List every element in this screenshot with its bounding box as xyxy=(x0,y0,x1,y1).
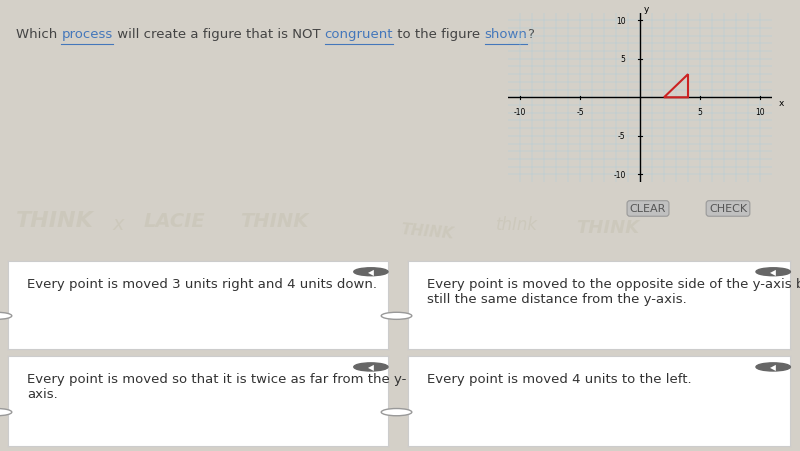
Text: -10: -10 xyxy=(514,108,526,117)
Text: thInk: thInk xyxy=(496,216,538,233)
Text: THINK: THINK xyxy=(16,211,94,231)
Text: THINK: THINK xyxy=(400,221,454,241)
Text: 10: 10 xyxy=(755,108,765,117)
Text: ?: ? xyxy=(527,28,534,41)
Text: -5: -5 xyxy=(618,132,626,141)
Circle shape xyxy=(382,313,412,320)
Text: x: x xyxy=(112,215,123,234)
Text: -10: -10 xyxy=(614,170,626,179)
Text: Every point is moved 4 units to the left.: Every point is moved 4 units to the left… xyxy=(427,373,692,386)
Circle shape xyxy=(354,268,388,276)
Circle shape xyxy=(756,268,790,276)
Text: ◀: ◀ xyxy=(770,267,776,276)
Circle shape xyxy=(0,313,12,320)
Text: CLEAR: CLEAR xyxy=(630,204,666,214)
Text: Which: Which xyxy=(16,28,62,41)
Text: x: x xyxy=(779,99,784,108)
Circle shape xyxy=(354,363,388,371)
Text: Every point is moved to the opposite side of the y-axis but
still the same dista: Every point is moved to the opposite sid… xyxy=(427,277,800,305)
Circle shape xyxy=(756,363,790,371)
Text: will create a figure that is NOT: will create a figure that is NOT xyxy=(113,28,325,41)
Text: -5: -5 xyxy=(576,108,584,117)
Circle shape xyxy=(0,409,12,416)
Text: LACIE: LACIE xyxy=(144,212,206,230)
Text: THINK: THINK xyxy=(240,212,308,230)
Text: shown: shown xyxy=(485,28,527,41)
Text: 10: 10 xyxy=(616,17,626,26)
Circle shape xyxy=(382,409,412,416)
Text: Every point is moved 3 units right and 4 units down.: Every point is moved 3 units right and 4… xyxy=(27,277,377,290)
Text: y: y xyxy=(643,5,649,14)
Text: ◀: ◀ xyxy=(770,363,776,372)
Text: Every point is moved so that it is twice as far from the y-
axis.: Every point is moved so that it is twice… xyxy=(27,373,406,400)
Text: congruent: congruent xyxy=(325,28,393,41)
Text: 5: 5 xyxy=(698,108,702,117)
Text: process: process xyxy=(62,28,113,41)
Text: to the figure: to the figure xyxy=(393,28,485,41)
Text: ◀: ◀ xyxy=(368,363,374,372)
Text: THINK: THINK xyxy=(576,219,639,237)
Text: CHECK: CHECK xyxy=(709,204,747,214)
Text: ◀: ◀ xyxy=(368,267,374,276)
Text: 5: 5 xyxy=(621,55,626,64)
